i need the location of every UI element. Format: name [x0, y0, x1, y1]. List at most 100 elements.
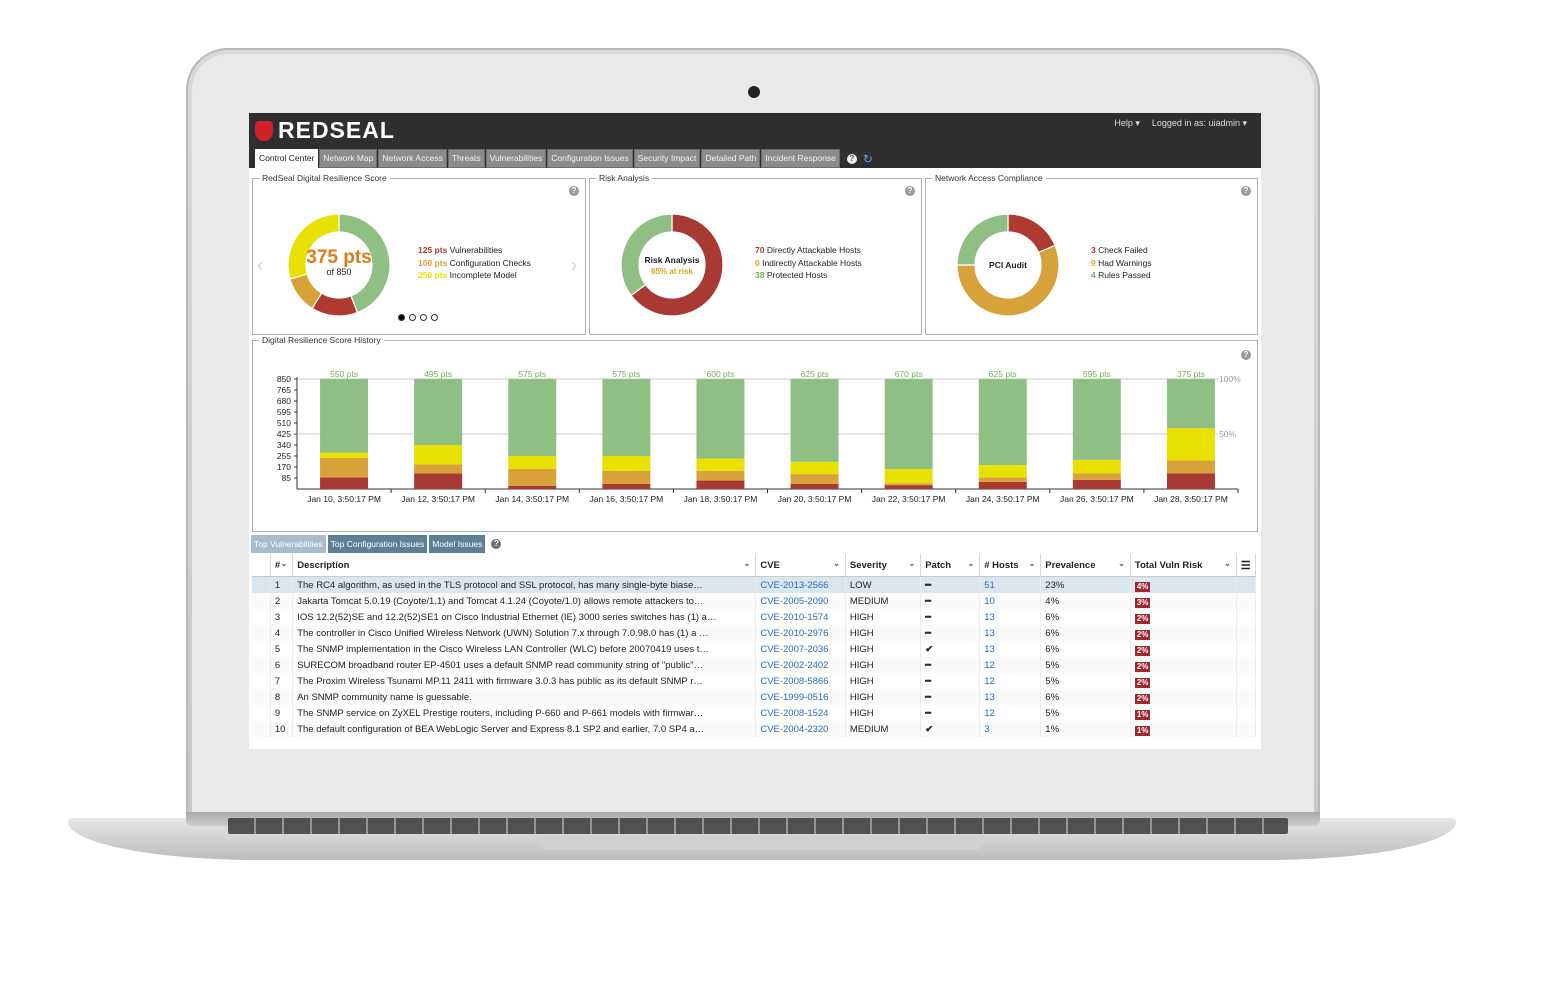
history-bar-segment[interactable] [884, 379, 933, 469]
history-bar-segment[interactable] [1166, 473, 1215, 489]
column-header[interactable]: CVE ⌄ [755, 554, 846, 577]
column-header[interactable]: Patch ⌄ [920, 554, 981, 577]
menu-icon[interactable]: ☰ [1240, 559, 1251, 572]
cell-hosts[interactable]: 3 [979, 721, 1042, 737]
tab-security-impact[interactable]: Security Impact [633, 149, 701, 168]
history-bar-segment[interactable] [602, 483, 651, 489]
history-bar-segment[interactable] [790, 474, 839, 484]
cell-hosts[interactable]: 51 [979, 576, 1042, 593]
table-row[interactable]: 7 The Proxim Wireless Tsunami MP.11 2411 … [252, 673, 1257, 689]
column-header[interactable]: # Hosts ⌄ [979, 554, 1042, 577]
subtab-model-issues[interactable]: Model Issues [429, 535, 486, 553]
chevron-down-icon[interactable]: ⌄ [1118, 559, 1125, 568]
cell-cve[interactable]: CVE-2008-1524 [755, 705, 846, 721]
table-row[interactable]: 4 The controller in Cisco Unified Wireles… [252, 625, 1257, 641]
table-row[interactable]: 1 The RC4 algorithm, as used in the TLS p… [252, 576, 1257, 593]
donut-slice[interactable] [1007, 213, 1056, 254]
table-row[interactable]: 6 SURECOM broadband router EP-4501 uses a… [252, 657, 1257, 673]
cell-cve[interactable]: CVE-2004-2320 [755, 721, 846, 737]
history-bar-segment[interactable] [414, 464, 463, 474]
cell-hosts[interactable]: 12 [979, 657, 1042, 673]
history-bar-segment[interactable] [320, 477, 369, 489]
help-icon[interactable]: ? [569, 186, 579, 196]
history-bar-segment[interactable] [884, 485, 933, 489]
table-row[interactable]: 10 The default configuration of BEA WebLo… [252, 721, 1257, 737]
cell-hosts[interactable]: 13 [979, 641, 1042, 657]
carousel-dot[interactable] [431, 314, 438, 321]
history-bar-segment[interactable] [414, 445, 463, 465]
cell-cve[interactable]: CVE-2005-2090 [755, 593, 846, 609]
history-bar-segment[interactable] [790, 483, 839, 489]
table-row[interactable]: 5 The SNMP implementation in the Cisco Wi… [252, 641, 1257, 657]
history-bar-segment[interactable] [602, 379, 651, 456]
history-bar-segment[interactable] [1072, 479, 1121, 489]
table-row[interactable]: 9 The SNMP service on ZyXEL Prestige rout… [252, 705, 1257, 721]
table-row[interactable]: 8 An SNMP community name is guessable. CVE… [252, 689, 1257, 705]
chevron-down-icon[interactable]: ⌄ [833, 559, 840, 568]
chevron-down-icon[interactable]: ⌄ [743, 559, 751, 568]
history-bar-segment[interactable] [790, 461, 839, 475]
donut-slice[interactable] [630, 213, 724, 317]
chevron-left-icon[interactable]: ‹ [257, 255, 263, 275]
donut-slice[interactable] [956, 244, 1060, 317]
help-icon[interactable]: ? [491, 539, 502, 549]
cell-cve[interactable]: CVE-1999-0516 [755, 689, 846, 705]
cell-cve[interactable]: CVE-2010-1574 [755, 609, 846, 625]
help-icon[interactable]: ? [905, 186, 915, 196]
donut-slice[interactable] [287, 213, 340, 280]
history-bar-segment[interactable] [1072, 473, 1121, 480]
tab-incident-response[interactable]: Incident Response [761, 149, 840, 168]
history-bar-segment[interactable] [696, 458, 745, 471]
donut-slice[interactable] [620, 213, 673, 297]
history-bar-segment[interactable] [1072, 459, 1121, 474]
carousel-dot[interactable] [398, 314, 405, 321]
tab-network-access[interactable]: Network Access [378, 149, 447, 168]
history-bar-segment[interactable] [320, 457, 369, 478]
column-menu[interactable]: ☰ [1236, 554, 1257, 577]
chevron-down-icon[interactable]: ⌄ [967, 559, 975, 568]
chevron-down-icon[interactable]: ⌄ [908, 559, 916, 568]
history-bar-segment[interactable] [320, 379, 369, 453]
help-icon[interactable]: ? [1241, 186, 1251, 196]
cell-cve[interactable]: CVE-2013-2566 [755, 576, 846, 593]
chevron-down-icon[interactable]: ⌄ [280, 559, 288, 568]
history-bar-segment[interactable] [602, 456, 651, 471]
cell-hosts[interactable]: 12 [979, 705, 1042, 721]
tab-configuration-issues[interactable]: Configuration Issues [547, 149, 633, 168]
tab-network-map[interactable]: Network Map [319, 149, 378, 168]
tab-threats[interactable]: Threats [447, 149, 485, 168]
cell-hosts[interactable]: 10 [979, 593, 1042, 609]
cell-hosts[interactable]: 13 [979, 609, 1042, 625]
history-bar-segment[interactable] [696, 379, 745, 459]
cell-hosts[interactable]: 13 [979, 689, 1042, 705]
history-bar-segment[interactable] [884, 468, 933, 484]
history-bar-segment[interactable] [414, 473, 463, 489]
history-bar-segment[interactable] [602, 470, 651, 484]
history-bar-segment[interactable] [320, 452, 369, 458]
history-bar-segment[interactable] [508, 379, 557, 456]
history-bar-segment[interactable] [790, 379, 839, 462]
help-menu[interactable]: Help ▾ [1114, 118, 1140, 128]
tab-control-center[interactable]: Control Center [255, 149, 319, 168]
table-row[interactable]: 3 IOS 12.2(52)SE and 12.2(52)SE1 on Cisco… [252, 609, 1257, 625]
history-bar-segment[interactable] [414, 379, 463, 445]
history-bar-segment[interactable] [1166, 379, 1215, 429]
help-icon[interactable]: ? [1241, 350, 1251, 360]
cell-cve[interactable]: CVE-2008-5866 [755, 673, 846, 689]
chevron-right-icon[interactable]: › [571, 255, 577, 275]
donut-slice[interactable] [956, 213, 1009, 266]
cell-hosts[interactable]: 13 [979, 625, 1042, 641]
column-header[interactable]: # ⌄ [270, 554, 294, 577]
history-bar-segment[interactable] [1072, 379, 1121, 460]
brand-logo[interactable]: REDSEAL [255, 117, 395, 144]
subtab-top-configuration-issues[interactable]: Top Configuration Issues [327, 535, 428, 553]
carousel-dot[interactable] [409, 314, 416, 321]
table-row[interactable]: 2 Jakarta Tomcat 5.0.19 (Coyote/1.1) and … [252, 593, 1257, 609]
history-bar-segment[interactable] [978, 379, 1027, 466]
column-header[interactable]: Severity ⌄ [845, 554, 922, 577]
history-bar-segment[interactable] [884, 483, 933, 486]
column-header[interactable]: Total Vuln Risk ⌄ [1130, 554, 1237, 577]
history-bar-segment[interactable] [696, 480, 745, 489]
history-bar-segment[interactable] [978, 477, 1027, 482]
carousel-dot[interactable] [420, 314, 427, 321]
